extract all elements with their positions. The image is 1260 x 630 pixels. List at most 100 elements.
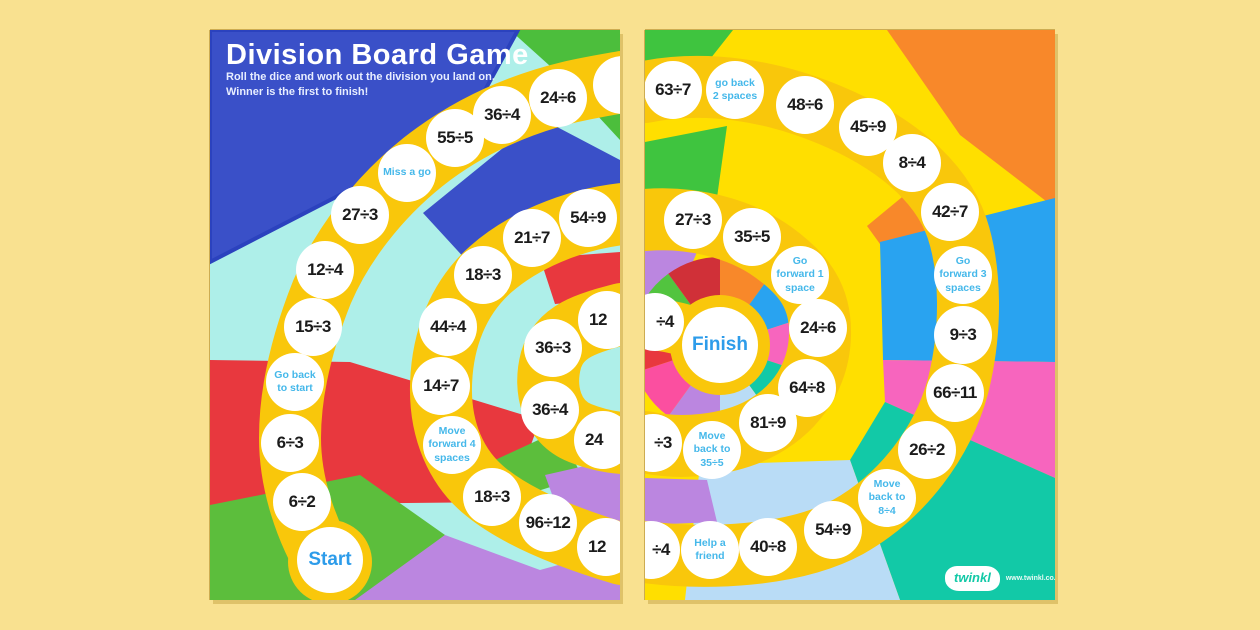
space-instruction: Miss a go [378, 144, 436, 202]
space-problem: 21÷7 [503, 209, 561, 267]
space-label: 36÷4 [532, 400, 568, 420]
space-label: 42÷7 [932, 202, 968, 222]
space-label: Miss a go [383, 166, 431, 179]
space-label: 64÷8 [789, 378, 825, 398]
space-problem: 9÷3 [934, 306, 992, 364]
space-problem: 42÷7 [921, 183, 979, 241]
space-cut: 12 [578, 291, 620, 349]
space-label: 55÷5 [437, 128, 473, 148]
space-problem: 24÷6 [529, 69, 587, 127]
space-start: Start [297, 527, 363, 593]
space-cut: 12 [577, 518, 620, 576]
space-problem: 66÷11 [926, 364, 984, 422]
space-label: 27÷3 [342, 205, 378, 225]
space-label: 63÷7 [655, 80, 691, 100]
space-label: Finish [692, 334, 748, 356]
space-problem: 27÷3 [664, 191, 722, 249]
space-label: 12 [588, 537, 606, 557]
space-instruction: Go forward 1 space [771, 246, 829, 304]
website-url: www.twinkl.co.uk [1005, 575, 1055, 582]
space-label: Go forward 3 spaces [939, 255, 987, 294]
space-label: 9÷3 [949, 325, 977, 345]
space-label: 48÷6 [787, 95, 823, 115]
space-label: 21÷7 [514, 228, 550, 248]
space-problem: 14÷7 [412, 357, 470, 415]
space-instruction: go back 2 spaces [706, 61, 764, 119]
space-problem: 96÷12 [519, 494, 577, 552]
space-problem: 36÷4 [521, 381, 579, 439]
space-instruction: Go back to start [266, 353, 324, 411]
space-problem: 40÷8 [739, 518, 797, 576]
subtitle-line-2: Winner is the first to finish! [226, 85, 369, 98]
space-label: 35÷5 [734, 227, 770, 247]
space-problem: 6÷2 [273, 473, 331, 531]
title-block: Division Board Game Roll the dice and wo… [226, 40, 566, 99]
space-label: Start [308, 549, 352, 571]
space-label: 24÷6 [800, 318, 836, 338]
space-label: ÷4 [656, 312, 674, 332]
space-problem: 63÷7 [645, 61, 702, 119]
space-problem: 26÷2 [898, 421, 956, 479]
space-problem: 27÷3 [331, 186, 389, 244]
space-label: 14÷7 [423, 376, 459, 396]
page-1: Division Board Game Roll the dice and wo… [210, 30, 620, 600]
space-problem: 15÷3 [284, 298, 342, 356]
space-label: Go forward 1 space [776, 255, 824, 294]
space-label: Move forward 4 spaces [428, 425, 476, 464]
branding: twinkl www.twinkl.co.uk [945, 566, 1055, 591]
space-label: ÷3 [654, 433, 672, 453]
space-problem: 54÷9 [804, 501, 862, 559]
space-label: Move back to 8÷4 [868, 478, 906, 517]
space-label: go back 2 spaces [712, 76, 758, 102]
space-label: 36÷4 [484, 105, 520, 125]
space-label: 26÷2 [909, 440, 945, 460]
space-label: 40÷8 [750, 537, 786, 557]
space-label: 66÷11 [933, 383, 977, 403]
space-cut: 24 [574, 411, 620, 469]
space-label: ÷4 [652, 540, 670, 560]
space-label: 54÷9 [570, 208, 606, 228]
space-label: 45÷9 [850, 117, 886, 137]
page-title: Division Board Game [226, 39, 529, 71]
space-problem: 36÷4 [473, 86, 531, 144]
space-label: 24÷6 [540, 88, 576, 108]
space-label: 54÷9 [815, 520, 851, 540]
space-instruction: Go forward 3 spaces [934, 246, 992, 304]
space-problem: 8÷4 [883, 134, 941, 192]
space-problem: 12÷4 [296, 241, 354, 299]
space-label: Go back to start [274, 368, 316, 394]
space-label: 6÷3 [276, 433, 304, 453]
space-label: 36÷3 [535, 338, 571, 358]
space-label: 12 [589, 310, 607, 330]
page-2: 63÷7 go back 2 spaces 48÷6 45÷9 8÷4 42÷7… [645, 30, 1055, 600]
space-problem: 18÷3 [454, 246, 512, 304]
space-label: 18÷3 [474, 487, 510, 507]
space-label: Move back to 35÷5 [693, 430, 731, 469]
space-problem: 36÷3 [524, 319, 582, 377]
twinkl-logo: twinkl [945, 566, 1000, 591]
space-label: 96÷12 [525, 513, 571, 533]
space-problem: 18÷3 [463, 468, 521, 526]
space-problem: 54÷9 [559, 189, 617, 247]
space-instruction: Move forward 4 spaces [423, 416, 481, 474]
space-problem: 44÷4 [419, 298, 477, 356]
space-problem: 35÷5 [723, 208, 781, 266]
space-label: 24 [585, 430, 603, 450]
space-instruction: Move back to 8÷4 [858, 469, 916, 527]
space-label: 44÷4 [430, 317, 466, 337]
space-instruction: Move back to 35÷5 [683, 421, 741, 479]
space-label: Help a friend [694, 536, 726, 562]
space-problem: 81÷9 [739, 394, 797, 452]
space-label: 15÷3 [295, 317, 331, 337]
space-problem: 24÷6 [789, 299, 847, 357]
space-label: 8÷4 [898, 153, 926, 173]
subtitle-line-1: Roll the dice and work out the division … [226, 71, 495, 84]
space-label: 27÷3 [675, 210, 711, 230]
space-label: 12÷4 [307, 260, 343, 280]
space-problem: 48÷6 [776, 76, 834, 134]
space-instruction: Help a friend [681, 521, 739, 579]
space-finish: Finish [682, 307, 758, 383]
logo-text: twinkl [954, 570, 991, 585]
space-problem: 6÷3 [261, 414, 319, 472]
